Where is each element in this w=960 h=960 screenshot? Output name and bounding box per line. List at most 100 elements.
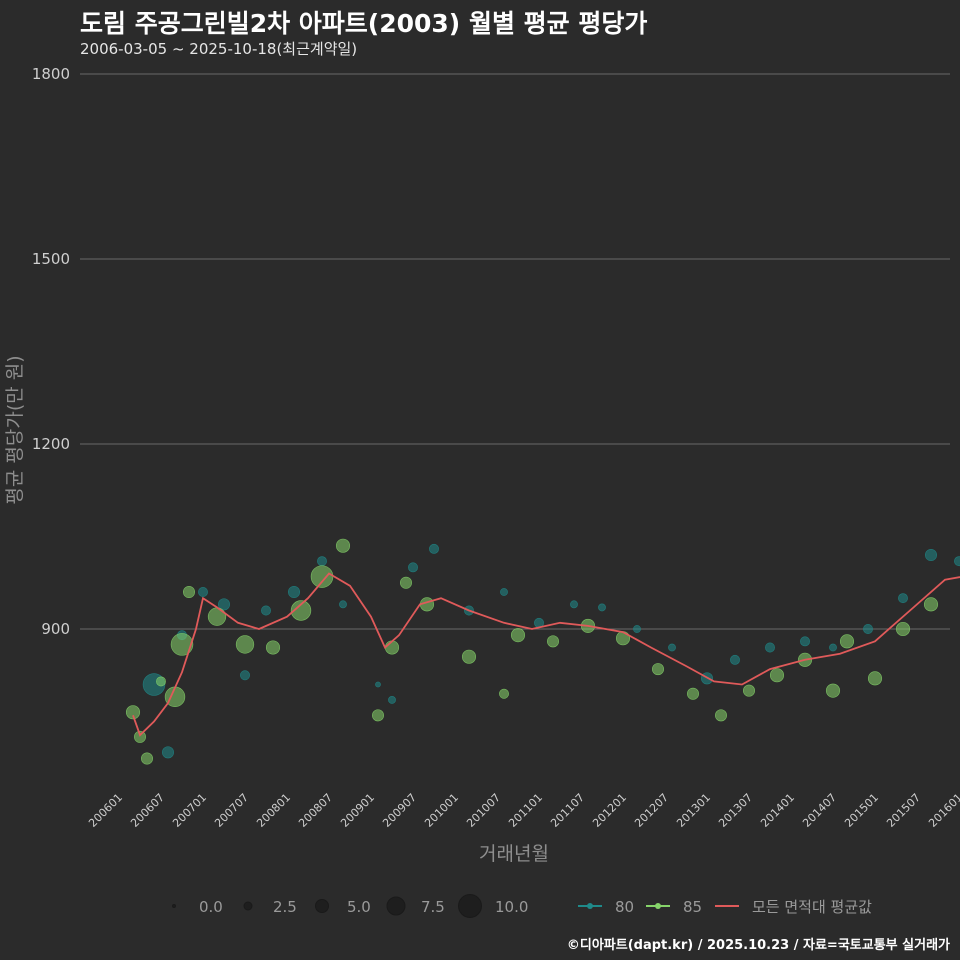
point-series-80: [570, 600, 578, 609]
size-legend-label: 2.5: [273, 898, 297, 916]
point-series-80: [730, 654, 740, 665]
point-series-85: [651, 663, 664, 676]
size-legend-circle: [315, 899, 329, 913]
point-series-80: [287, 585, 300, 598]
x-tick-label: 201407: [800, 791, 839, 830]
size-legend-label: 7.5: [421, 898, 445, 916]
point-series-85: [499, 688, 509, 699]
point-series-80: [388, 696, 396, 704]
point-series-85: [310, 565, 334, 588]
point-series-85: [265, 640, 281, 655]
point-series-85: [156, 676, 166, 687]
color-legend-label: 80: [615, 898, 634, 916]
color-legend-label: 모든 면적대 평균값: [752, 898, 872, 916]
point-series-80: [317, 556, 327, 567]
point-series-80: [218, 598, 231, 611]
x-tick-label: 201507: [884, 791, 923, 830]
x-tick-label: 200601: [86, 791, 125, 830]
color-legend-label: 85: [683, 898, 702, 916]
x-tick-label: 201501: [842, 791, 881, 830]
color-legend: 80 85 모든 면적대 평균값: [578, 898, 872, 916]
point-series-80: [240, 670, 250, 681]
average-line: [132, 572, 960, 737]
size-legend-label: 0.0: [199, 898, 223, 916]
scatter-points: [125, 538, 960, 765]
point-series-80: [375, 681, 381, 688]
point-series-80: [500, 588, 508, 596]
point-series-85: [235, 635, 255, 654]
x-tick-label: 201201: [590, 791, 629, 830]
point-series-85: [615, 631, 631, 646]
point-series-85: [461, 649, 477, 664]
point-series-85: [183, 585, 196, 598]
point-series-80: [339, 600, 347, 609]
point-series-85: [686, 687, 699, 700]
point-series-85: [923, 597, 939, 612]
point-series-85: [371, 709, 384, 722]
point-series-85: [207, 607, 227, 626]
x-tick-label: 201007: [464, 791, 503, 830]
x-tick-label: 200901: [338, 791, 377, 830]
x-tick-label: 200701: [170, 791, 209, 830]
point-series-80: [198, 587, 208, 597]
x-tick-label: 201101: [506, 791, 545, 830]
x-tick-label: 200807: [296, 791, 335, 830]
x-tick-label: 201301: [674, 791, 713, 830]
point-series-85: [335, 538, 351, 553]
point-series-80: [924, 548, 937, 561]
point-series-85: [546, 635, 559, 648]
point-series-80: [162, 746, 175, 759]
x-tick-label: 201001: [422, 791, 461, 830]
y-tick-label: 1200: [32, 435, 70, 453]
point-series-80: [261, 605, 271, 616]
y-tick-label: 1500: [32, 250, 70, 268]
point-series-85: [134, 730, 147, 743]
x-tick-label: 201207: [632, 791, 671, 830]
point-series-85: [769, 668, 785, 683]
x-tick-label: 200907: [380, 791, 419, 830]
grid-lines: [80, 73, 950, 630]
y-axis-title: 평균 평당가(만 원): [4, 355, 26, 504]
size-legend: 0.0 2.5 5.0 7.5 10.0: [172, 894, 528, 918]
point-series-80: [863, 624, 873, 634]
x-tick-label: 200607: [128, 791, 167, 830]
point-series-80: [898, 593, 908, 604]
point-series-80: [429, 543, 439, 554]
size-legend-label: 10.0: [495, 898, 528, 916]
point-series-80: [954, 556, 960, 567]
size-legend-circle: [458, 894, 482, 918]
point-series-85: [399, 576, 412, 589]
point-series-80: [765, 642, 775, 653]
point-series-85: [895, 621, 911, 637]
point-series-80: [633, 625, 641, 633]
x-tick-label: 201107: [548, 791, 587, 830]
point-series-85: [290, 600, 312, 621]
y-tick-labels: 900 1200 1500 1800: [32, 65, 70, 638]
y-tick-label: 1800: [32, 65, 70, 83]
size-legend-circle: [386, 896, 406, 916]
source-credit: ©디아파트(dapt.kr) / 2025.10.23 / 자료=국토교통부 실…: [566, 938, 950, 953]
x-tick-label: 200707: [212, 791, 251, 830]
point-series-80: [408, 562, 418, 573]
point-series-85: [125, 705, 141, 720]
point-series-85: [141, 752, 154, 765]
size-legend-circle: [172, 904, 176, 908]
x-tick-label: 200801: [254, 791, 293, 830]
page-title: 도림 주공그린빌2차 아파트(2003) 월별 평균 평당가: [80, 9, 648, 38]
point-series-80: [598, 603, 606, 612]
x-axis-title: 거래년월: [479, 843, 549, 865]
color-legend-marker: [655, 903, 661, 909]
point-series-85: [867, 671, 883, 686]
x-tick-label: 201601: [926, 791, 960, 830]
size-legend-circle: [243, 901, 253, 911]
x-tick-labels: 200601 200607 200701 200707 200801 200807 2009…: [86, 791, 960, 830]
point-series-85: [714, 709, 727, 722]
point-series-85: [825, 683, 841, 698]
x-tick-label: 201307: [716, 791, 755, 830]
point-series-85: [510, 628, 526, 643]
point-series-85: [839, 634, 855, 649]
point-series-85: [170, 633, 194, 656]
color-legend-marker: [587, 903, 593, 909]
y-tick-label: 900: [41, 620, 70, 638]
